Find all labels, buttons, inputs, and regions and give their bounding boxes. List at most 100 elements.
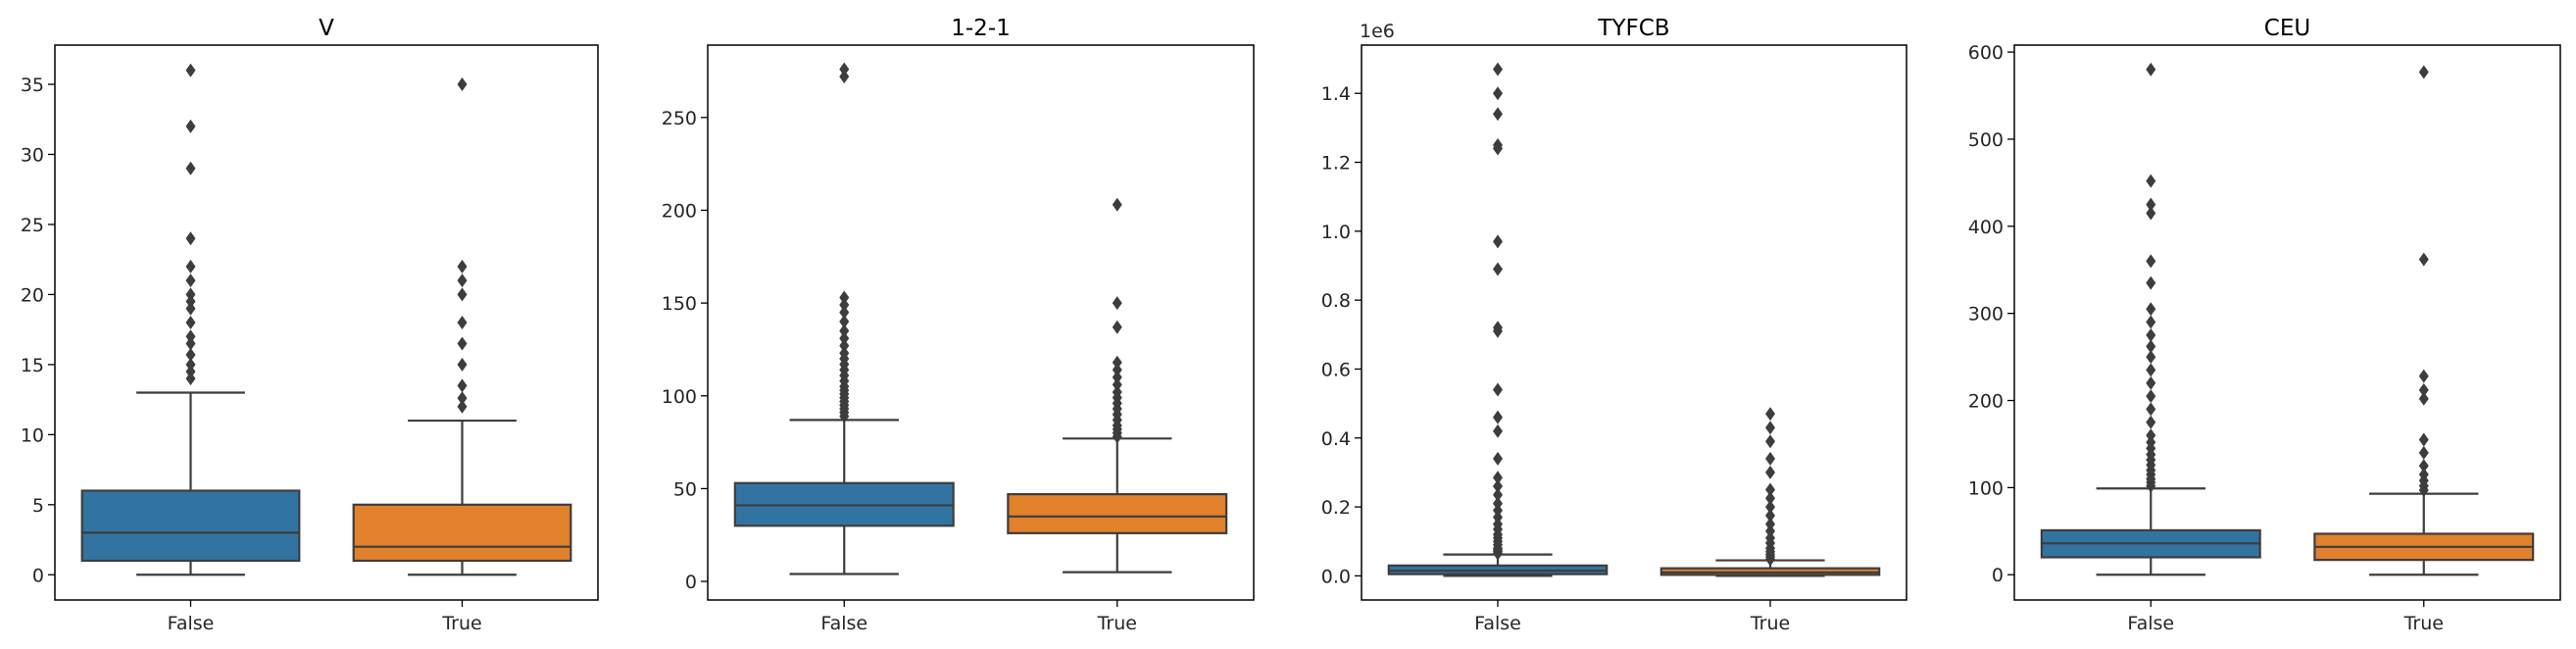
outlier-point [1765,434,1775,449]
outlier-point [1493,510,1503,524]
outlier-point [185,365,196,379]
outlier-point [185,329,196,344]
outlier-point [1112,377,1122,392]
outlier-point [457,287,468,302]
outlier-point [2418,459,2429,474]
outlier-point [2418,369,2429,383]
outlier-point [1112,370,1122,384]
y-tick-label: 5 [32,495,44,517]
x-tick-label: True [2403,613,2444,634]
chart-panel-4: 0 100 200 300 400 500 600 False True CEU [1968,16,2561,634]
outlier-point [457,259,468,274]
outlier-point [185,259,196,274]
outlier-point [839,70,850,84]
outlier-point [1765,500,1775,515]
x-tick-label: False [2127,613,2174,634]
x-tick-label: True [1750,613,1790,634]
outlier-point [185,119,196,133]
outlier-point [2146,339,2156,354]
chart-title: 1-2-1 [951,16,1011,41]
outlier-point [839,290,850,305]
outlier-point [1112,197,1122,212]
y-tick-label: 300 [1968,304,2004,325]
outlier-point [839,324,850,338]
outlier-point [2146,254,2156,269]
outlier-point [839,331,850,346]
outlier-point [839,305,850,320]
outlier-point [457,399,468,414]
outlier-point [2146,315,2156,329]
chart-panel-1: 0 5 10 15 20 25 30 35 False True V [21,16,599,634]
outlier-point [1493,137,1503,152]
y-tick-label: 0 [32,565,44,586]
y-tick-label: 0.0 [1321,566,1351,587]
outlier-point [2146,375,2156,390]
outlier-point [1112,296,1122,311]
outlier-point [2146,302,2156,317]
y-tick-label: 20 [21,284,44,306]
outlier-point [185,161,196,175]
outlier-point [2418,252,2429,267]
outlier-point [1493,107,1503,122]
outlier-point [839,62,850,76]
box-true [1660,407,1881,577]
y-tick-label: 200 [1968,391,2004,413]
outlier-point [1493,321,1503,335]
outlier-point [1493,62,1503,76]
outlier-point [185,63,196,77]
outlier-point [2146,327,2156,342]
outlier-point [1493,451,1503,466]
outlier-point [2146,206,2156,221]
axes-frame [54,44,599,601]
outlier-point [1112,320,1122,334]
outlier-point [1765,465,1775,479]
y-tick-label: 150 [662,293,697,315]
outlier-point [185,231,196,246]
outlier-point [2146,402,2156,417]
outlier-point [2418,468,2429,482]
outlier-point [1493,496,1503,511]
outlier-point [2418,445,2429,460]
outlier-point [839,338,850,353]
y-tick-label: 0 [1992,565,2004,586]
box-false [733,62,955,575]
x-tick-label: False [820,613,867,634]
axes-frame [707,44,1255,601]
outlier-point [2146,435,2156,450]
outlier-point [2146,415,2156,429]
outlier-point [1493,424,1503,438]
y-tick-label: 0.6 [1321,359,1351,380]
outlier-point [2146,174,2156,188]
outlier-point [1765,421,1775,435]
outlier-point [839,346,850,361]
outlier-point [1493,503,1503,518]
y-tick-label: 500 [1968,129,2004,151]
y-tick-label: 1.4 [1321,83,1351,105]
box-true [2313,65,2535,576]
outlier-point [457,274,468,288]
y-tick-label: 35 [21,75,44,96]
outlier-point [185,347,196,362]
outlier-point [1765,407,1775,422]
outlier-point [2418,391,2429,406]
chart-panel-3: 0.0 0.2 0.4 0.6 0.8 1.0 1.2 1.4 False True TYFCB 1e… [1321,16,1907,634]
axes-frame [2013,44,2561,601]
outlier-point [2146,197,2156,212]
outlier-point [185,301,196,316]
outlier-point [1112,355,1122,370]
box-body [352,503,572,563]
box-true [352,77,572,576]
box-false [2040,62,2261,576]
outlier-point [1493,487,1503,502]
outlier-point [839,315,850,329]
outlier-point [185,372,196,386]
outlier-point [185,336,196,351]
y-tick-label: 600 [1968,42,2004,64]
y-tick-label: 25 [21,215,44,236]
box-false [1387,62,1609,577]
outlier-point [1765,530,1775,545]
outlier-point [2418,65,2429,79]
y-tick-label: 250 [662,108,697,129]
outlier-point [2146,389,2156,404]
